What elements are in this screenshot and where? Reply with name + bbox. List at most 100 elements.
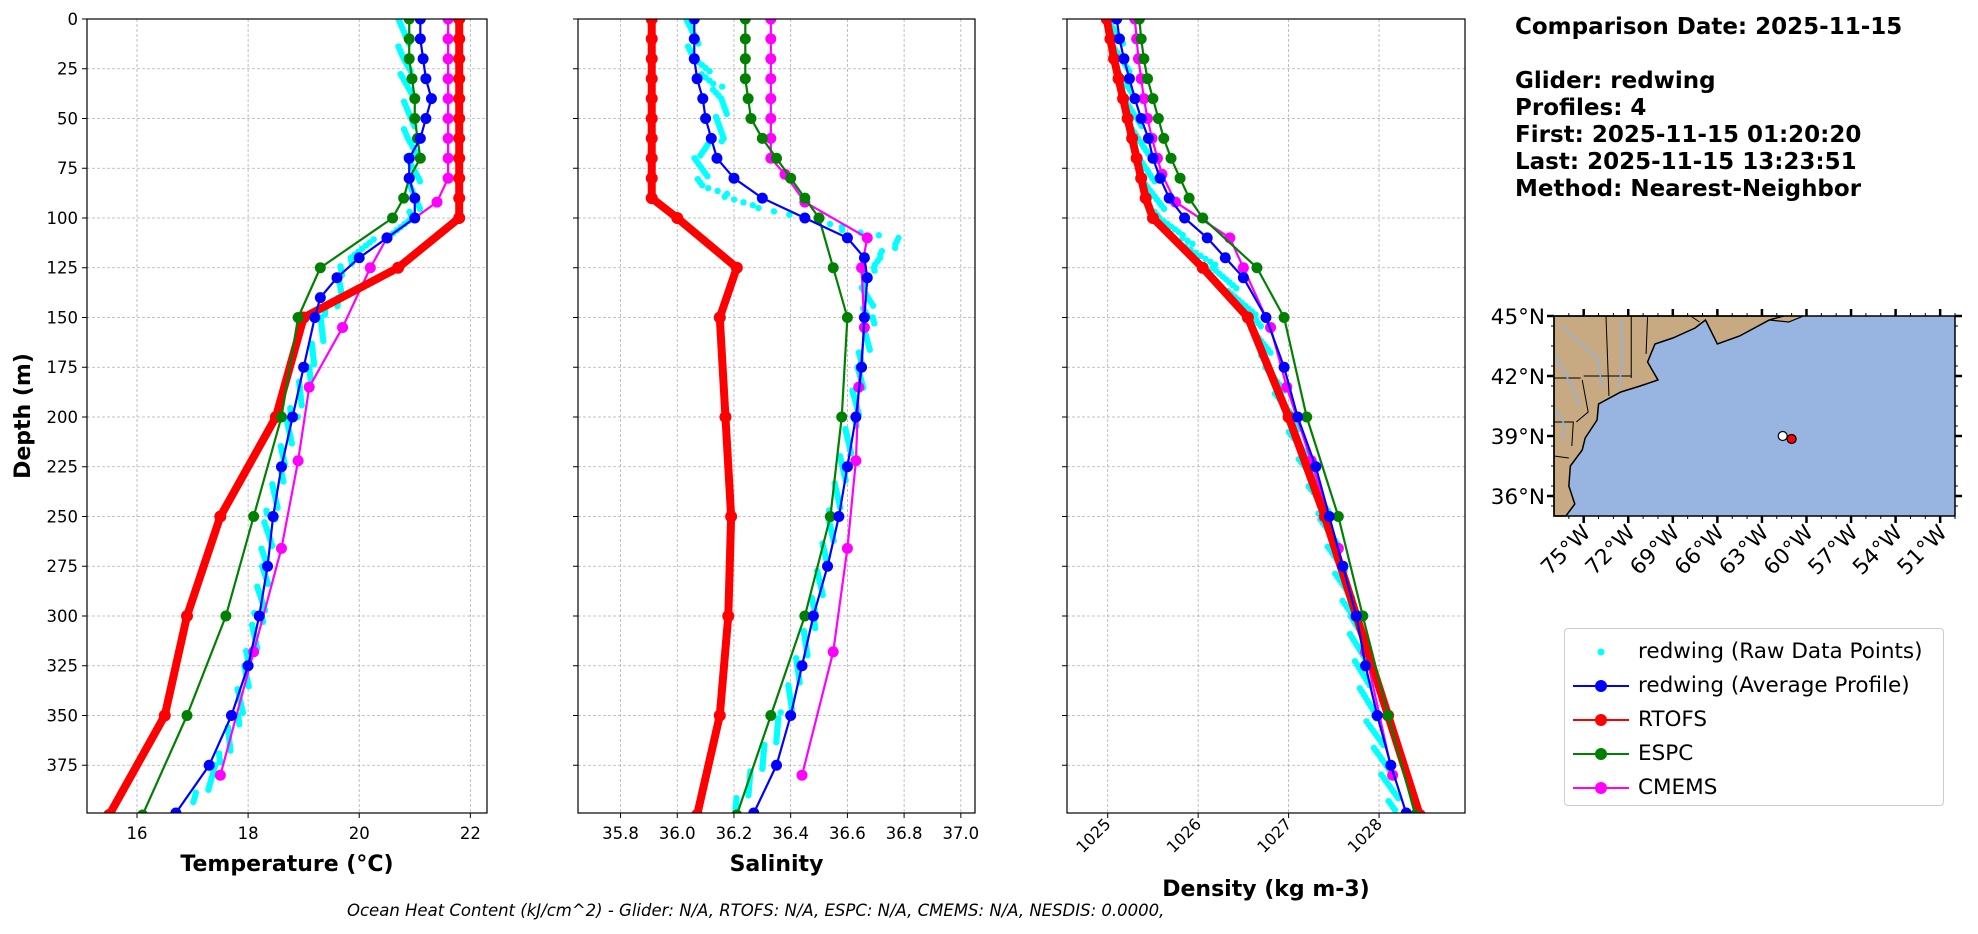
density-marker-espc	[1410, 809, 1421, 813]
legend-label: CMEMS	[1638, 775, 1718, 800]
temperature-marker-avg	[420, 73, 432, 85]
density-series-rtofs	[1100, 19, 1426, 813]
salinity-raw-point	[755, 204, 762, 212]
salinity-marker-avg	[697, 93, 709, 105]
temperature-marker-cmems	[337, 321, 349, 333]
salinity-raw-point	[723, 110, 730, 118]
legend-label: ESPC	[1638, 741, 1694, 766]
ocean-heat-content-note: Ocean Heat Content (kJ/cm^2) - Glider: N…	[347, 901, 1165, 920]
temperature-ytick-label: 75	[57, 159, 78, 178]
temperature-marker-avg	[403, 152, 415, 164]
density-marker-espc	[1142, 73, 1154, 85]
temperature-marker-cmems	[442, 172, 454, 184]
salinity-xtick-label: 36.8	[886, 824, 923, 843]
temperature-marker-avg	[403, 172, 415, 184]
density-raw-point	[1233, 285, 1240, 292]
salinity-marker-avg	[858, 252, 870, 264]
temperature-marker-espc	[406, 73, 418, 85]
salinity-axes-frame	[577, 18, 976, 814]
temperature-marker-cmems	[442, 33, 454, 45]
density-axes-frame	[1066, 18, 1466, 814]
temperature-raw-point	[280, 478, 287, 485]
salinity-raw-point	[721, 193, 728, 200]
salinity-marker-avg	[850, 411, 862, 423]
comparison-info: Comparison Date: 2025-11-15 Glider: redw…	[1515, 14, 1902, 203]
density-marker-cmems	[1138, 93, 1150, 105]
density-raw-point	[1179, 234, 1186, 242]
density-raw-point	[1160, 205, 1168, 213]
temperature-marker-cmems	[442, 73, 454, 85]
salinity-marker-espc	[836, 411, 848, 423]
salinity-marker-espc	[771, 152, 782, 164]
temperature-marker-avg	[298, 361, 310, 373]
density-series-espc	[1133, 19, 1421, 813]
salinity-marker-cmems	[841, 542, 853, 554]
density-marker-rtofs	[1117, 92, 1130, 105]
density-marker-avg	[1385, 759, 1397, 771]
temperature-marker-cmems	[431, 196, 443, 208]
density-marker-avg	[1350, 610, 1362, 622]
temperature-xtick-label: 18	[238, 824, 259, 843]
temperature-marker-avg	[417, 53, 429, 65]
legend-label: redwing (Raw Data Points)	[1638, 639, 1923, 664]
temperature-marker-cmems	[442, 112, 454, 124]
salinity-marker-espc	[756, 132, 768, 144]
temperature-marker-cmems	[275, 542, 287, 554]
legend-label: RTOFS	[1638, 707, 1708, 732]
salinity-marker-cmems	[861, 232, 873, 244]
density-raw-point	[1202, 255, 1209, 262]
density-raw-point	[1197, 252, 1204, 260]
salinity-marker-rtofs	[645, 52, 658, 65]
density-marker-avg	[1237, 272, 1249, 284]
map-river	[1560, 325, 1603, 387]
salinity-marker-cmems	[765, 19, 777, 25]
density-marker-rtofs	[1112, 72, 1125, 85]
temperature-raw-point	[216, 759, 224, 766]
density-marker-espc	[1382, 709, 1394, 721]
density-xtick-label: 1028	[1344, 814, 1386, 856]
temperature-raw-point	[298, 402, 305, 409]
salinity-marker-rtofs	[722, 609, 735, 622]
temperature-line-cmems	[219, 19, 450, 776]
temperature-line-avg	[174, 19, 433, 813]
salinity-marker-espc	[785, 172, 797, 184]
density-marker-avg	[1147, 152, 1159, 164]
salinity-raw-point	[826, 220, 834, 228]
density-marker-rtofs	[1241, 311, 1254, 324]
salinity-raw-point	[871, 267, 878, 274]
salinity-raw-point	[773, 738, 780, 746]
temperature-marker-rtofs	[453, 52, 466, 65]
salinity-marker-avg	[807, 610, 819, 622]
temperature-raw-point	[245, 683, 252, 690]
map-state-border	[1554, 421, 1574, 447]
legend-marker-espc	[1573, 748, 1629, 760]
salinity-marker-rtofs	[713, 311, 726, 324]
salinity-xlabel: Salinity	[730, 852, 824, 877]
salinity-marker-avg	[796, 660, 808, 672]
legend-item-cmems: CMEMS	[1565, 772, 1943, 802]
salinity-marker-avg	[822, 560, 834, 572]
temperature-marker-espc	[220, 610, 232, 622]
salinity-raw-point	[749, 202, 757, 209]
temperature-raw-point	[310, 361, 318, 368]
temperature-xtick-label: 20	[349, 824, 370, 843]
density-marker-espc	[1158, 132, 1170, 144]
salinity-marker-avg	[785, 709, 797, 721]
salinity-marker-rtofs	[645, 92, 658, 105]
temperature-xtick-label: 22	[460, 824, 481, 843]
salinity-marker-espc	[731, 809, 742, 813]
legend-item-raw: redwing (Raw Data Points)	[1565, 636, 1943, 666]
salinity-raw-point	[770, 208, 778, 215]
temperature-ytick-label: 325	[47, 657, 79, 676]
legend: redwing (Raw Data Points) redwing (Avera…	[1564, 628, 1944, 806]
salinity-marker-avg	[861, 272, 873, 284]
density-raw-point	[1189, 240, 1196, 248]
salinity-marker-avg	[688, 19, 700, 25]
map-lon-label: 51°W	[1893, 521, 1953, 581]
temperature-marker-espc	[275, 411, 287, 423]
temperature-marker-avg	[225, 709, 237, 721]
map-lat-label: 42°N	[1491, 365, 1545, 390]
salinity-marker-avg	[688, 53, 700, 65]
density-marker-espc	[1197, 212, 1209, 224]
density-marker-rtofs	[1135, 172, 1148, 185]
